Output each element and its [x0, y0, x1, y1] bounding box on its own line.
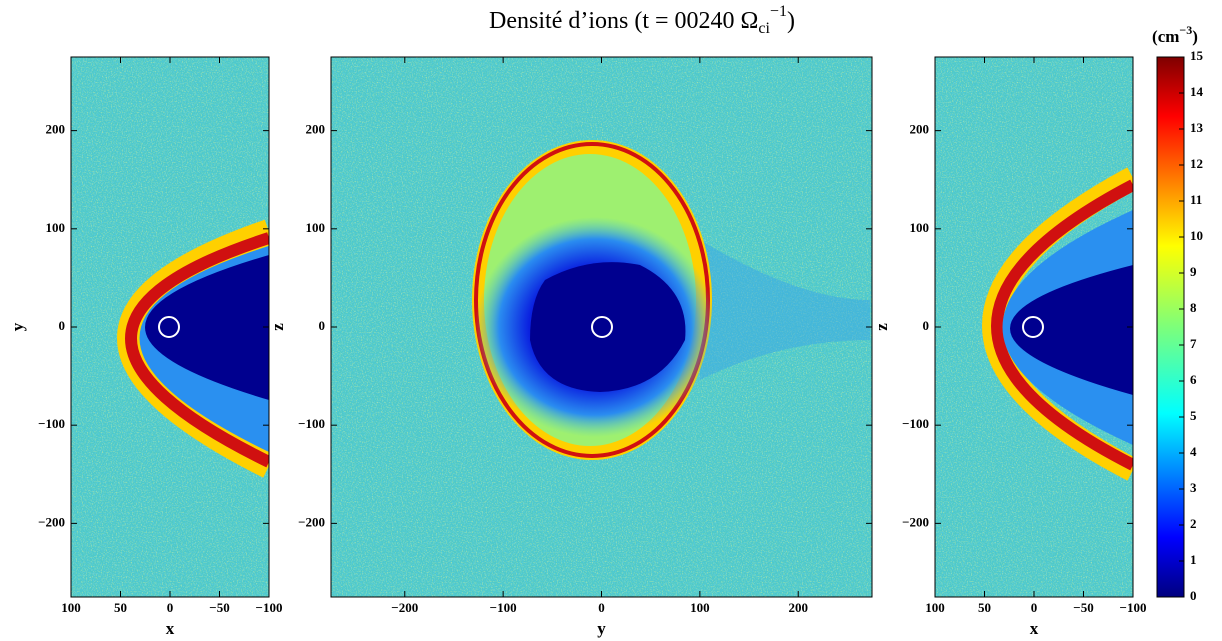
density-map — [935, 57, 1133, 597]
y-tick-label: −200 — [902, 514, 929, 529]
title: Densité d’ions (t = 00240 Ωci−1) — [489, 3, 795, 37]
y-axis-label: z — [268, 323, 287, 331]
x-tick-label: −100 — [256, 600, 283, 615]
title-sup: −1 — [770, 3, 787, 20]
colorbar-tick-label: 2 — [1190, 516, 1197, 531]
x-tick-label: −50 — [1073, 600, 1093, 615]
x-tick-label: 100 — [61, 600, 81, 615]
colorbar-label: (cm−3) — [1152, 23, 1198, 46]
y-tick-label: 200 — [306, 122, 326, 137]
colorbar-tick-label: 3 — [1190, 480, 1197, 495]
colorbar-label-text: (cm — [1152, 27, 1179, 46]
colorbar-tick-label: 5 — [1190, 408, 1197, 423]
y-tick-label: 0 — [59, 318, 66, 333]
title-text: Densité d’ions (t = 00240 Ω — [489, 8, 758, 34]
colorbar — [1156, 56, 1185, 598]
x-tick-label: 0 — [167, 600, 174, 615]
y-tick-label: 0 — [923, 318, 930, 333]
colorbar-label-close: ) — [1192, 27, 1198, 46]
x-tick-label: 50 — [114, 600, 127, 615]
colorbar-label-sup: −3 — [1179, 23, 1192, 37]
title-close: ) — [787, 8, 795, 34]
colorbar-tick-label: 13 — [1190, 120, 1204, 135]
y-tick-label: 200 — [46, 122, 66, 137]
colorbar-tick-label: 6 — [1190, 372, 1197, 387]
y-tick-label: 100 — [46, 220, 66, 235]
y-tick-label: 0 — [319, 318, 326, 333]
y-tick-label: −200 — [298, 514, 325, 529]
y-tick-label: 100 — [910, 220, 930, 235]
colorbar-tick-label: 14 — [1190, 84, 1204, 99]
x-tick-label: 0 — [598, 600, 605, 615]
colorbar-tick-label: 11 — [1190, 192, 1202, 207]
colorbar-tick-label: 0 — [1190, 588, 1197, 603]
y-tick-label: −100 — [298, 416, 325, 431]
x-tick-label: −50 — [209, 600, 229, 615]
colorbar-tick-label: 12 — [1190, 156, 1203, 171]
y-tick-label: −200 — [38, 514, 65, 529]
y-tick-label: −100 — [38, 416, 65, 431]
title-sub: ci — [758, 20, 770, 37]
x-tick-label: 0 — [1031, 600, 1038, 615]
x-tick-label: −200 — [391, 600, 418, 615]
x-tick-label: 100 — [690, 600, 710, 615]
x-axis-label: y — [597, 619, 606, 638]
x-tick-label: 200 — [788, 600, 808, 615]
colorbar-tick-label: 8 — [1190, 300, 1197, 315]
y-tick-label: 100 — [306, 220, 326, 235]
density-map — [331, 57, 872, 597]
x-tick-label: 100 — [925, 600, 945, 615]
colorbar-tick-label: 7 — [1190, 336, 1197, 351]
density-map — [71, 57, 269, 597]
x-tick-label: −100 — [1120, 600, 1147, 615]
y-tick-label: −100 — [902, 416, 929, 431]
colorbar-tick-label: 1 — [1190, 552, 1197, 567]
y-axis-label: y — [8, 322, 27, 331]
x-tick-label: 50 — [978, 600, 991, 615]
x-tick-label: −100 — [490, 600, 517, 615]
x-axis-label: x — [1030, 619, 1039, 638]
y-axis-label: z — [872, 323, 891, 331]
y-tick-label: 200 — [910, 122, 930, 137]
colorbar-tick-label: 15 — [1190, 48, 1204, 63]
colorbar-tick-label: 9 — [1190, 264, 1197, 279]
colorbar-tick-label: 4 — [1190, 444, 1197, 459]
x-axis-label: x — [166, 619, 175, 638]
colorbar-tick-label: 10 — [1190, 228, 1203, 243]
